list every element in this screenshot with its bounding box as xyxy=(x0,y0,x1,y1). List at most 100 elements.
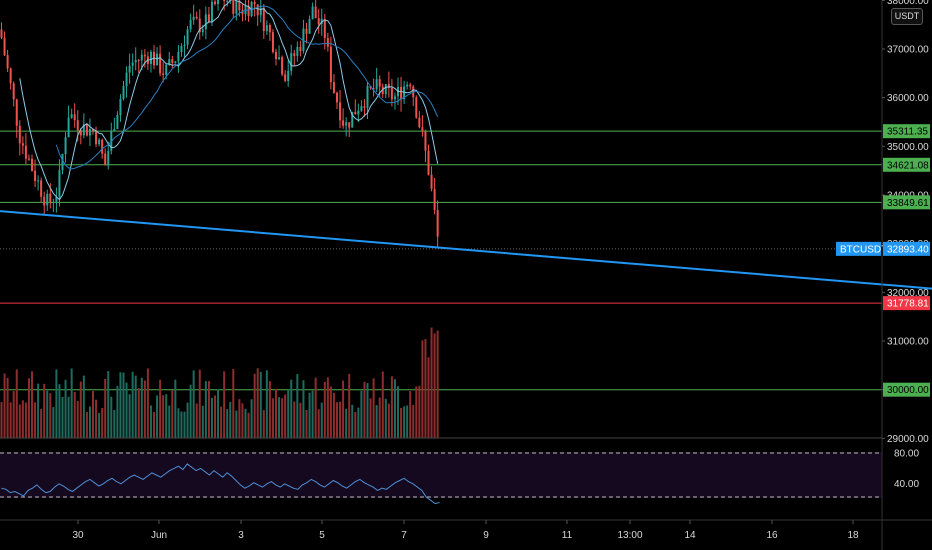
candle-body xyxy=(302,28,305,52)
moving-averages xyxy=(19,0,439,201)
candle-body xyxy=(76,120,79,131)
volume-bar xyxy=(247,412,250,438)
volume-bar xyxy=(134,375,137,438)
volume-bar xyxy=(436,330,439,438)
volume-bar xyxy=(18,404,21,438)
candle-body xyxy=(104,153,107,166)
volume-bar xyxy=(6,377,9,438)
candle-body xyxy=(372,88,375,90)
time-tick-label: 5 xyxy=(319,530,325,541)
level-tag xyxy=(883,296,930,311)
candle-body xyxy=(101,139,104,154)
candle-body xyxy=(238,0,241,11)
volume-bar xyxy=(217,389,220,438)
candle-body xyxy=(378,79,381,87)
volume-bar xyxy=(390,376,393,438)
candle-body xyxy=(159,53,162,74)
candle-body xyxy=(43,196,46,206)
volume-bar xyxy=(354,411,357,438)
price-tick-label: 35000.00 xyxy=(887,142,929,153)
volume-bar xyxy=(232,369,235,438)
candle-body xyxy=(113,128,116,131)
candle-body xyxy=(351,111,354,128)
candle-body xyxy=(21,143,24,146)
candle-body xyxy=(271,32,274,53)
candle-body xyxy=(116,114,119,129)
volume-bar xyxy=(323,381,326,438)
volume-bar xyxy=(393,379,396,438)
candle-body xyxy=(61,153,64,171)
candle-body xyxy=(110,130,113,151)
volume-bar xyxy=(98,412,101,438)
time-tick-label: 18 xyxy=(847,530,859,541)
candle-body xyxy=(293,53,296,56)
level-tag-label: 30000.00 xyxy=(887,385,929,396)
time-axis[interactable]: 30 Jun 3 5 7 9 11 13:00 14 16 18 xyxy=(72,520,859,541)
candle-body xyxy=(67,117,70,138)
volume-bar xyxy=(52,407,55,438)
candle-body xyxy=(332,82,335,93)
candle-body xyxy=(290,53,293,71)
volume-bar xyxy=(113,409,116,438)
candle-body xyxy=(131,62,134,66)
volume-bar xyxy=(40,408,43,438)
candle-body xyxy=(88,129,91,136)
volume-bar xyxy=(137,388,140,438)
candles xyxy=(0,0,439,248)
candle-body xyxy=(406,84,409,87)
candle-body xyxy=(95,131,98,145)
volume-bar xyxy=(345,408,348,438)
price-axis[interactable]: 38000.0037000.0036000.0035000.0034000.00… xyxy=(882,0,929,445)
volume-bar xyxy=(104,378,107,438)
candle-body xyxy=(421,127,424,132)
volume-bar xyxy=(156,395,159,438)
candle-body xyxy=(119,98,122,115)
volume-bar xyxy=(165,394,168,438)
candle-body xyxy=(3,37,6,56)
candle-body xyxy=(357,110,360,115)
price-tick-label: 38000.00 xyxy=(887,0,929,7)
candle-body xyxy=(226,0,229,2)
volume-bar xyxy=(226,409,229,438)
volume-bar xyxy=(3,373,6,438)
volume-bar xyxy=(381,371,384,438)
volume-bar xyxy=(110,396,113,438)
volume-bar xyxy=(400,407,403,438)
volume-bar xyxy=(12,391,15,438)
candle-body xyxy=(52,201,55,203)
volume-bar xyxy=(320,402,323,438)
candle-body xyxy=(156,53,159,66)
volume-bar xyxy=(372,378,375,438)
volume-bar xyxy=(207,381,210,438)
candle-body xyxy=(278,57,281,60)
volume-bar xyxy=(61,396,64,438)
volume-bar xyxy=(235,410,238,438)
currency-badge[interactable]: USDT xyxy=(891,8,923,25)
candle-body xyxy=(433,188,436,210)
horizontal-levels[interactable] xyxy=(0,130,882,391)
volume-bar xyxy=(204,381,207,438)
candle-body xyxy=(436,209,439,237)
price-tags: 35311.35 34621.08 33849.61 31778.81 30000.00… xyxy=(836,124,930,397)
volume-bar xyxy=(79,381,82,438)
candle-body xyxy=(40,180,43,197)
volume-bar xyxy=(24,402,27,438)
candle-body xyxy=(49,193,52,203)
candle-body xyxy=(37,180,40,182)
candle-body xyxy=(427,150,430,175)
volume-bars xyxy=(0,327,439,438)
time-tick-label: 30 xyxy=(72,530,84,541)
time-tick-label: 14 xyxy=(684,530,696,541)
candle-body xyxy=(27,158,30,160)
candle-body xyxy=(424,131,427,151)
rsi-upper-label: 80.00 xyxy=(894,449,919,460)
ma-short xyxy=(19,0,439,201)
candle-body xyxy=(345,122,348,126)
trendlines[interactable] xyxy=(0,0,932,336)
volume-bar xyxy=(64,379,67,438)
volume-bar xyxy=(174,379,177,438)
volume-bar xyxy=(107,371,110,438)
candle-body xyxy=(79,130,82,136)
